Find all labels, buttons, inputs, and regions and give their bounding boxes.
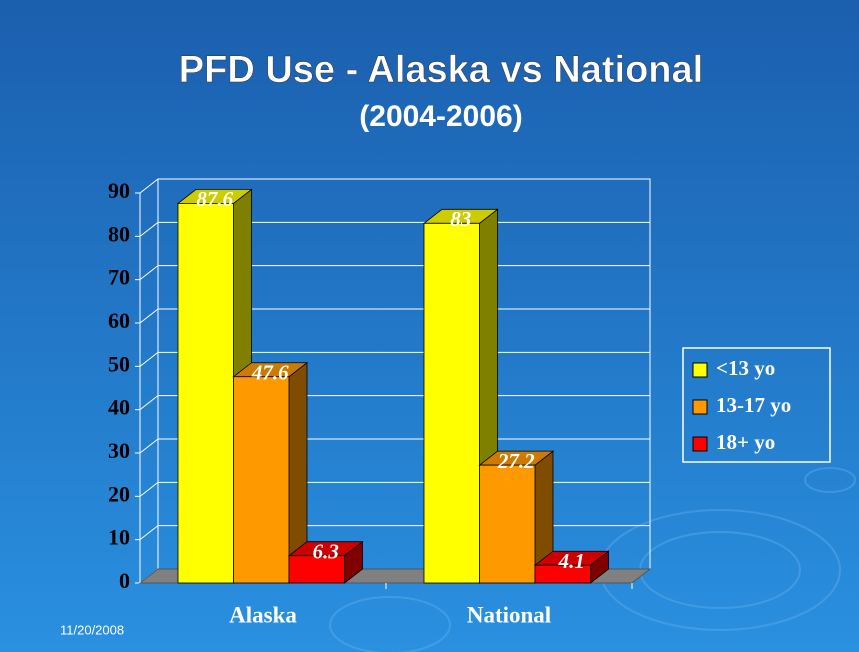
chart-title: PFD Use - Alaska vs National xyxy=(179,49,703,91)
bar xyxy=(177,202,234,584)
date: 11/20/2008 xyxy=(60,622,124,637)
value-label: 47.6 xyxy=(251,361,289,385)
legend-swatch xyxy=(692,399,708,415)
legend-label: <13 yo xyxy=(716,356,775,380)
bar xyxy=(534,564,591,584)
y-tick-label: 20 xyxy=(108,481,130,506)
chart-subtitle: (2004-2006) xyxy=(359,100,522,133)
x-tick-label: National xyxy=(467,602,551,627)
legend-label: 18+ yo xyxy=(716,430,775,454)
y-tick-label: 50 xyxy=(108,351,130,376)
value-label: 87.6 xyxy=(196,187,233,211)
legend-swatch xyxy=(692,362,708,378)
bar xyxy=(423,222,480,584)
bar xyxy=(233,376,290,584)
value-label: 27.2 xyxy=(497,449,535,473)
bar xyxy=(288,555,345,584)
value-label: 4.1 xyxy=(558,549,585,573)
y-tick-label: 90 xyxy=(108,178,130,203)
y-tick-label: 80 xyxy=(108,221,130,246)
y-tick-label: 0 xyxy=(119,568,130,593)
legend-label: 13-17 yo xyxy=(716,393,791,417)
y-tick-label: 10 xyxy=(108,525,130,550)
x-tick-label: Alaska xyxy=(229,602,297,627)
y-tick-label: 60 xyxy=(108,308,130,333)
value-label: 83 xyxy=(450,207,471,231)
y-tick-label: 70 xyxy=(108,265,130,290)
bar xyxy=(479,464,536,584)
y-tick-label: 30 xyxy=(108,438,130,463)
y-tick-label: 40 xyxy=(108,395,130,420)
grid-line xyxy=(139,178,650,194)
value-label: 6.3 xyxy=(313,540,339,564)
legend-box xyxy=(682,347,831,463)
legend-swatch xyxy=(692,436,708,452)
